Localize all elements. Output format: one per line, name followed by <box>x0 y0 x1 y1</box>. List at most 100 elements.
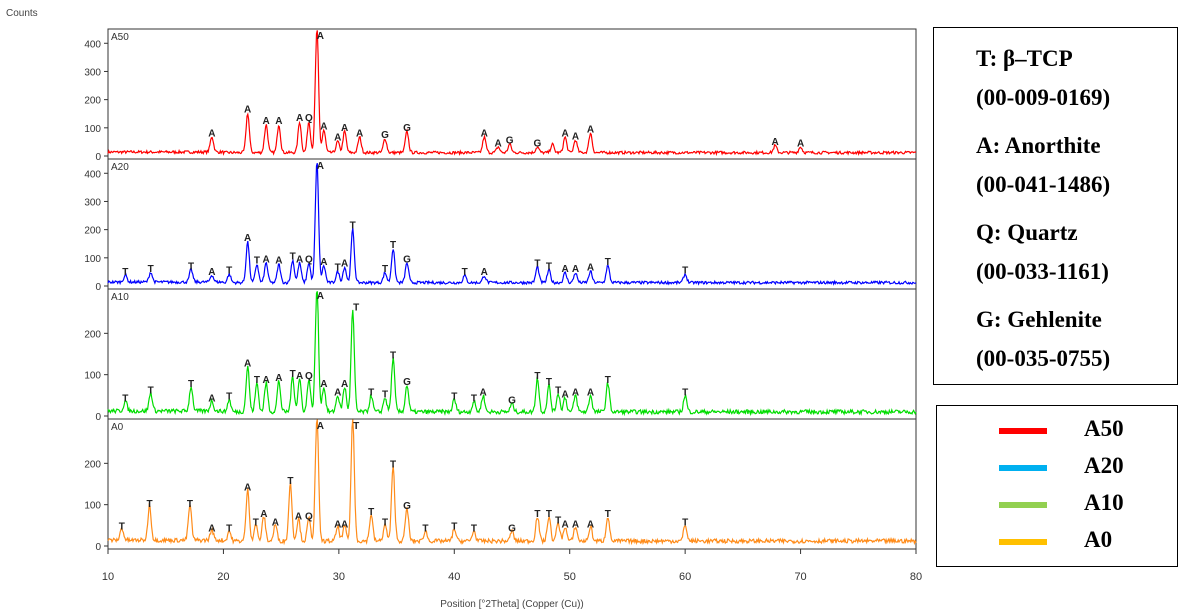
phase-legend-line: (00-009-0169) <box>976 85 1111 110</box>
peak-label: A <box>334 387 341 398</box>
peak-label: A <box>481 129 488 140</box>
peak-label: A <box>208 129 215 140</box>
legend-swatch <box>999 428 1047 434</box>
peak-label: T <box>368 507 374 518</box>
y-tick-label: 200 <box>84 459 101 470</box>
peak-label: A <box>561 264 568 275</box>
x-axis: 10 20 30 40 50 60 70 80 <box>102 549 922 583</box>
peak-label: T <box>546 261 552 272</box>
peak-label: Q <box>305 254 313 265</box>
series-legend: A50 A20 A10 A0 <box>936 405 1178 567</box>
peak-label: A <box>341 379 348 390</box>
peak-label: G <box>506 136 514 147</box>
peak-label: T <box>555 515 561 526</box>
peak-label: A <box>480 387 487 398</box>
y-axis-label: Counts <box>6 8 38 19</box>
x-tick-label: 60 <box>679 571 691 583</box>
peak-label: T <box>226 266 232 277</box>
peak-label: A <box>587 263 594 274</box>
peak-label: T <box>546 509 552 520</box>
phase-legend-line: A: Anorthite <box>976 133 1101 158</box>
peak-label: A <box>244 233 251 244</box>
y-tick-label: 200 <box>84 96 101 107</box>
peak-label: A <box>587 520 594 531</box>
peak-label: Q <box>305 511 313 522</box>
y-tick-label: 100 <box>84 124 101 135</box>
peak-label: A <box>295 511 302 522</box>
peak-label: T <box>290 251 296 262</box>
legend-label: A10 <box>1084 490 1124 515</box>
peak-label: A <box>572 387 579 398</box>
peak-label: G <box>508 524 516 535</box>
peak-label: T <box>682 517 688 528</box>
peak-label: T <box>122 267 128 278</box>
phase-legend: T: β–TCP (00-009-0169) A: Anorthite (00-… <box>933 27 1178 385</box>
peak-label: A <box>263 116 270 127</box>
peak-label: A <box>561 390 568 401</box>
legend-item-a50: A50 <box>937 414 1177 448</box>
peak-label: A <box>317 161 324 172</box>
peak-label: T <box>605 375 611 386</box>
y-tick-label: 300 <box>84 197 101 208</box>
peak-label: A <box>296 371 303 382</box>
phase-legend-line: Q: Quartz <box>976 220 1078 245</box>
peak-label: T <box>422 524 428 535</box>
peak-label: A <box>296 254 303 265</box>
peak-label: G <box>381 130 389 141</box>
peak-label: A <box>481 267 488 278</box>
peak-label: A <box>561 129 568 140</box>
legend-item-a10: A10 <box>937 488 1177 522</box>
y-tick-label: 200 <box>84 226 101 237</box>
y-tick-label: 0 <box>95 152 101 163</box>
peak-label: A <box>275 373 282 384</box>
y-tick-label: 0 <box>95 282 101 293</box>
peak-label: A <box>320 257 327 268</box>
legend-item-a20: A20 <box>937 451 1177 485</box>
legend-label: A50 <box>1084 416 1124 441</box>
peak-label: A <box>572 131 579 142</box>
peak-label: A <box>334 520 341 531</box>
series-line-a20 <box>107 162 917 286</box>
peak-label: T <box>368 387 374 398</box>
phase-legend-line: (00-033-1161) <box>976 259 1109 284</box>
x-tick-label: 40 <box>448 571 460 583</box>
y-tick-label: 400 <box>84 169 101 180</box>
x-tick-label: 10 <box>102 571 114 583</box>
peak-label: T <box>353 421 359 432</box>
peak-label: A <box>317 421 324 432</box>
peak-label: T <box>451 392 457 403</box>
peak-label: A <box>275 116 282 127</box>
peak-label: T <box>555 385 561 396</box>
peak-label: G <box>403 377 411 388</box>
peak-label: A <box>275 256 282 267</box>
peak-label: T <box>187 499 193 510</box>
legend-swatch <box>999 502 1047 508</box>
peak-label: T <box>353 303 359 314</box>
peak-label: T <box>226 524 232 535</box>
peak-label: T <box>471 394 477 405</box>
peak-label: T <box>382 517 388 528</box>
peak-label: A <box>244 105 251 116</box>
peak-label: T <box>546 377 552 388</box>
x-tick-label: 30 <box>333 571 345 583</box>
x-tick-label: 70 <box>794 571 806 583</box>
peak-label: T <box>451 522 457 533</box>
y-tick-label: 300 <box>84 67 101 78</box>
panel-frame <box>107 418 917 550</box>
x-tick-label: 80 <box>910 571 922 583</box>
peak-label: A <box>587 387 594 398</box>
legend-label: A0 <box>1084 527 1113 552</box>
y-tick-label: 400 <box>84 39 101 50</box>
legend-swatch <box>999 539 1047 545</box>
peak-label: A <box>244 482 251 493</box>
peak-label: T <box>534 509 540 520</box>
peak-label: T <box>188 379 194 390</box>
y-tick-label: 100 <box>84 254 101 265</box>
peak-label: A <box>334 133 341 144</box>
peak-label: Q <box>305 371 313 382</box>
peak-label: T <box>682 266 688 277</box>
